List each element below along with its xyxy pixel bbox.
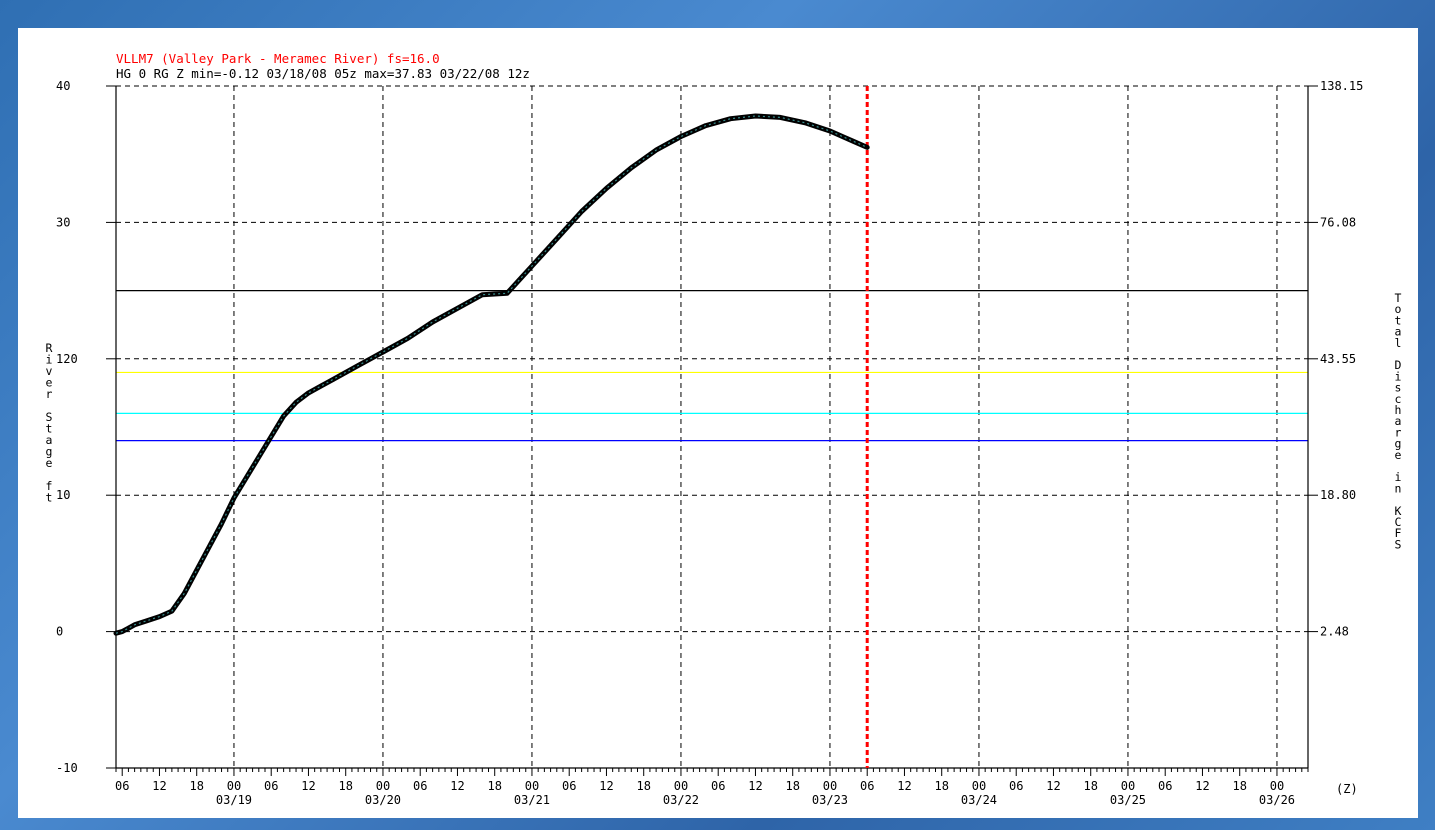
chart-title: VLLM7 (Valley Park - Meramec River) fs=1… bbox=[116, 51, 440, 66]
chart-subtitle: HG 0 RG Z min=-0.12 03/18/08 05z max=37.… bbox=[116, 66, 530, 81]
y2-tick-label: 138.15 bbox=[1320, 79, 1363, 93]
axis-title-char: i bbox=[1395, 369, 1402, 383]
axis-title-char: n bbox=[1395, 481, 1402, 495]
axis-title-char: r bbox=[1395, 425, 1402, 439]
axis-title-char: S bbox=[1395, 537, 1402, 551]
x-tick-label: 06 bbox=[860, 779, 874, 793]
y-tick-label: 120 bbox=[56, 352, 78, 366]
x-tick-label: 00 bbox=[674, 779, 688, 793]
x-tick-label: 12 bbox=[897, 779, 911, 793]
date-label: 03/21 bbox=[514, 793, 550, 807]
axis-title-char: l bbox=[1395, 336, 1402, 350]
axis-title-char: f bbox=[46, 479, 53, 493]
stage-series-line bbox=[113, 113, 870, 636]
axis-title-char: r bbox=[46, 387, 53, 401]
x-tick-label: 18 bbox=[934, 779, 948, 793]
x-tick-label: 06 bbox=[711, 779, 725, 793]
x-tick-label: 06 bbox=[264, 779, 278, 793]
axis-title-char: R bbox=[46, 341, 53, 355]
x-tick-label: 00 bbox=[227, 779, 241, 793]
x-tick-label: 06 bbox=[413, 779, 427, 793]
x-tick-label: 12 bbox=[152, 779, 166, 793]
x-tick-label: 18 bbox=[1232, 779, 1246, 793]
x-tick-label: 00 bbox=[525, 779, 539, 793]
axis-title-char: g bbox=[1395, 437, 1402, 451]
axis-title-char: e bbox=[46, 456, 53, 470]
x-tick-label: 12 bbox=[1046, 779, 1060, 793]
axis-title-char: o bbox=[1395, 302, 1402, 316]
x-tick-label: 00 bbox=[1270, 779, 1284, 793]
x-tick-label: 06 bbox=[115, 779, 129, 793]
y-tick-label: 30 bbox=[56, 215, 70, 229]
axis-title-char: a bbox=[46, 433, 53, 447]
date-label: 03/22 bbox=[663, 793, 699, 807]
date-label: 03/24 bbox=[961, 793, 997, 807]
axis-title-char: a bbox=[1395, 414, 1402, 428]
x-tick-label: 18 bbox=[487, 779, 501, 793]
axis-title-char: h bbox=[1395, 403, 1402, 417]
axis-title-char: e bbox=[1395, 448, 1402, 462]
y2-tick-label: 76.08 bbox=[1320, 215, 1356, 229]
x-tick-label: 00 bbox=[972, 779, 986, 793]
axis-title-char: t bbox=[46, 491, 53, 505]
date-label: 03/19 bbox=[216, 793, 252, 807]
date-label: 03/20 bbox=[365, 793, 401, 807]
axis-title-char: g bbox=[46, 445, 53, 459]
x-tick-label: 18 bbox=[636, 779, 650, 793]
y-tick-label: 10 bbox=[56, 488, 70, 502]
x-tick-label: 00 bbox=[376, 779, 390, 793]
y-tick-label: -10 bbox=[56, 761, 78, 775]
axis-title-char: v bbox=[46, 364, 53, 378]
axis-title-char: t bbox=[46, 422, 53, 436]
x-tick-label: 12 bbox=[1195, 779, 1209, 793]
x-tick-label: 06 bbox=[1009, 779, 1023, 793]
date-label: 03/25 bbox=[1110, 793, 1146, 807]
date-label: 03/23 bbox=[812, 793, 848, 807]
axis-title-char: t bbox=[1395, 313, 1402, 327]
x-tick-label: 18 bbox=[189, 779, 203, 793]
axis-title-char: S bbox=[46, 410, 53, 424]
hydrograph-chart: VLLM7 (Valley Park - Meramec River) fs=1… bbox=[46, 51, 1402, 807]
y-tick-label: 40 bbox=[56, 79, 70, 93]
threshold-layer bbox=[116, 290, 1308, 442]
x-tick-label: 00 bbox=[1121, 779, 1135, 793]
x-tick-label: 12 bbox=[450, 779, 464, 793]
axis-title-char: c bbox=[1395, 392, 1402, 406]
y-tick-label: 0 bbox=[56, 625, 63, 639]
date-label: 03/26 bbox=[1259, 793, 1295, 807]
x-tick-label: 06 bbox=[562, 779, 576, 793]
y2-tick-label: 43.55 bbox=[1320, 352, 1356, 366]
x-tick-label: 12 bbox=[301, 779, 315, 793]
x-tick-label: 12 bbox=[748, 779, 762, 793]
x-tick-label: 18 bbox=[338, 779, 352, 793]
hydrograph-panel: VLLM7 (Valley Park - Meramec River) fs=1… bbox=[18, 28, 1418, 818]
grid-layer bbox=[116, 85, 1308, 768]
x-tick-label: 12 bbox=[599, 779, 613, 793]
x-tick-label: 18 bbox=[785, 779, 799, 793]
stage-series-highlight bbox=[115, 115, 868, 634]
axis-title-char: K bbox=[1395, 504, 1402, 518]
axis-title-char: C bbox=[1395, 515, 1402, 529]
axis-title-char: i bbox=[1395, 470, 1402, 484]
y2-tick-label: 18.80 bbox=[1320, 488, 1356, 502]
axis-title-char: F bbox=[1395, 526, 1402, 540]
label-layer: 40 30 120 10 0 -10 138.15 76.08 43.55 18.80 2.48 06… bbox=[46, 79, 1402, 807]
axis-title-char: D bbox=[1395, 358, 1402, 372]
axis-title-char: i bbox=[46, 353, 53, 367]
y2-tick-label: 2.48 bbox=[1320, 625, 1349, 639]
axis-title-char: a bbox=[1395, 325, 1402, 339]
x-tick-label: 00 bbox=[823, 779, 837, 793]
axis-title-char: T bbox=[1395, 291, 1402, 305]
series-layer bbox=[113, 113, 870, 636]
axis-title-char: s bbox=[1395, 381, 1402, 395]
axis-layer bbox=[106, 85, 1318, 776]
axis-title-char: e bbox=[46, 376, 53, 390]
x-unit-label: (Z) bbox=[1336, 782, 1358, 796]
x-tick-label: 06 bbox=[1158, 779, 1172, 793]
x-tick-label: 18 bbox=[1083, 779, 1097, 793]
